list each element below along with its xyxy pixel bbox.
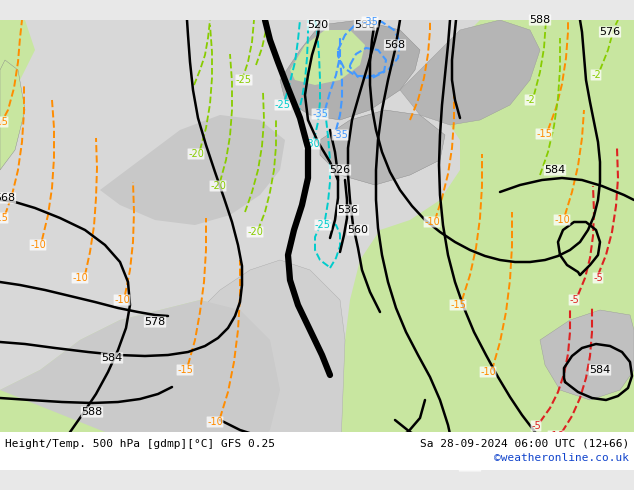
Text: -2: -2 — [591, 70, 601, 80]
Text: 568: 568 — [384, 40, 406, 50]
Text: 578: 578 — [145, 317, 165, 327]
Text: -25: -25 — [236, 75, 252, 85]
Text: -10: -10 — [548, 431, 564, 441]
Polygon shape — [540, 310, 634, 400]
Text: -20: -20 — [188, 149, 204, 159]
Text: -15: -15 — [0, 213, 8, 223]
Text: -15: -15 — [450, 300, 466, 310]
Text: 584: 584 — [545, 165, 566, 175]
Text: ©weatheronline.co.uk: ©weatheronline.co.uk — [494, 453, 629, 463]
Text: -5: -5 — [569, 295, 579, 305]
Text: -35: -35 — [332, 130, 348, 140]
Text: 588: 588 — [81, 407, 103, 417]
Text: -35: -35 — [362, 17, 378, 27]
Text: -10: -10 — [72, 273, 88, 283]
Polygon shape — [160, 260, 345, 470]
Text: 520: 520 — [307, 20, 328, 30]
Polygon shape — [0, 432, 634, 470]
Polygon shape — [100, 115, 285, 225]
Text: -20: -20 — [247, 227, 263, 237]
Text: -15: -15 — [0, 117, 8, 127]
Text: -25: -25 — [315, 220, 331, 230]
Text: -10: -10 — [554, 215, 570, 225]
Text: -5: -5 — [593, 273, 603, 283]
Text: 588: 588 — [529, 15, 550, 25]
Polygon shape — [0, 20, 634, 470]
Text: -15: -15 — [536, 129, 552, 139]
Text: -10: -10 — [424, 217, 440, 227]
Polygon shape — [320, 110, 445, 185]
Text: 526: 526 — [330, 165, 351, 175]
Polygon shape — [0, 20, 35, 100]
Polygon shape — [0, 60, 25, 170]
Text: -15: -15 — [177, 365, 193, 375]
Text: -10: -10 — [30, 240, 46, 250]
Text: -10: -10 — [480, 367, 496, 377]
Text: -5: -5 — [531, 421, 541, 431]
Text: 560: 560 — [347, 225, 368, 235]
Text: Sa 28-09-2024 06:00 UTC (12+66): Sa 28-09-2024 06:00 UTC (12+66) — [420, 439, 629, 449]
Text: 568: 568 — [0, 193, 16, 203]
Text: -10: -10 — [207, 417, 223, 427]
Text: -2: -2 — [525, 95, 535, 105]
Polygon shape — [0, 300, 280, 470]
Text: -25: -25 — [275, 100, 291, 110]
Text: Height/Temp. 500 hPa [gdmp][°C] GFS 0.25: Height/Temp. 500 hPa [gdmp][°C] GFS 0.25 — [5, 439, 275, 449]
Polygon shape — [290, 30, 365, 85]
Text: 536: 536 — [337, 205, 358, 215]
Text: -20: -20 — [210, 181, 226, 191]
Text: -30: -30 — [304, 139, 320, 149]
Polygon shape — [0, 300, 280, 470]
Polygon shape — [400, 20, 540, 125]
Text: 576: 576 — [599, 27, 621, 37]
Polygon shape — [280, 20, 420, 120]
Text: 584: 584 — [101, 353, 122, 363]
Polygon shape — [340, 20, 634, 470]
Text: -35: -35 — [312, 109, 328, 119]
Text: -10: -10 — [114, 295, 130, 305]
Text: 584: 584 — [307, 453, 328, 463]
Text: 588: 588 — [460, 461, 481, 471]
Text: 588: 588 — [354, 20, 375, 30]
Text: 584: 584 — [590, 365, 611, 375]
